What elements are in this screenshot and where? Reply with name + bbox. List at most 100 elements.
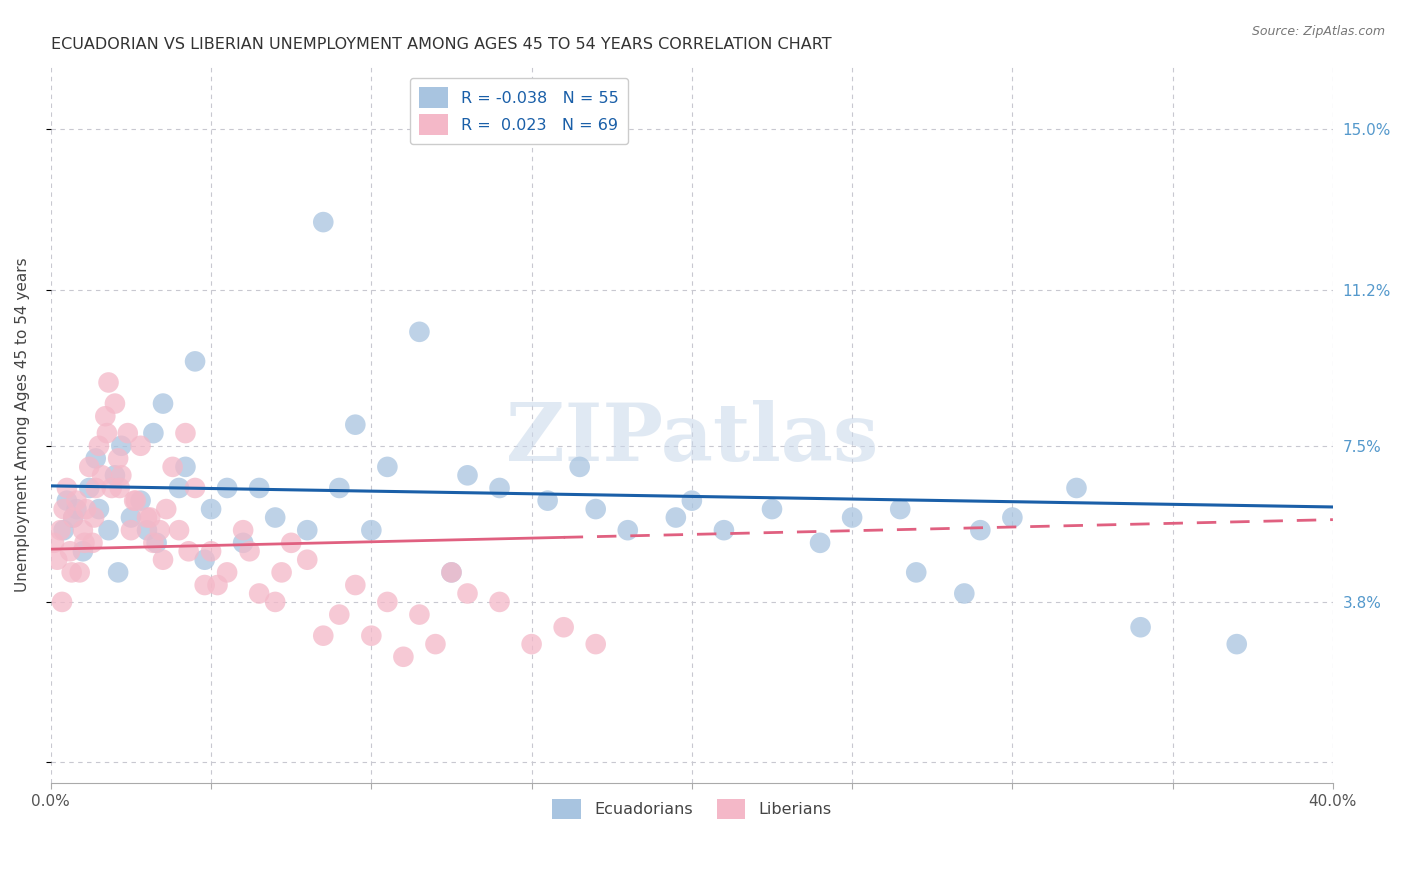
Point: [280, 536, 302, 550]
Point: [408, 325, 430, 339]
Legend: Ecuadorians, Liberians: Ecuadorians, Liberians: [546, 792, 838, 826]
Point: [97, 376, 120, 390]
Point: [1001, 510, 1024, 524]
Point: [110, 439, 132, 453]
Point: [488, 481, 510, 495]
Point: [72, 544, 94, 558]
Point: [377, 459, 399, 474]
Point: [536, 493, 558, 508]
Point: [122, 493, 145, 508]
Point: [52, 502, 75, 516]
Point: [129, 439, 152, 453]
Point: [457, 468, 479, 483]
Point: [104, 396, 127, 410]
Point: [232, 523, 254, 537]
Point: [1066, 481, 1088, 495]
Point: [120, 510, 142, 524]
Point: [84, 481, 107, 495]
Point: [136, 523, 159, 537]
Point: [52, 523, 75, 537]
Point: [62, 510, 84, 524]
Point: [247, 481, 270, 495]
Point: [425, 637, 447, 651]
Point: [328, 481, 350, 495]
Point: [312, 629, 335, 643]
Point: [42, 536, 65, 550]
Point: [97, 523, 120, 537]
Point: [65, 502, 87, 516]
Point: [136, 510, 159, 524]
Point: [152, 552, 174, 566]
Point: [73, 536, 96, 550]
Point: [312, 215, 335, 229]
Point: [217, 566, 239, 580]
Point: [232, 536, 254, 550]
Point: [117, 426, 139, 441]
Point: [200, 544, 222, 558]
Point: [184, 481, 207, 495]
Point: [56, 481, 79, 495]
Point: [841, 510, 863, 524]
Point: [142, 536, 165, 550]
Point: [488, 595, 510, 609]
Point: [207, 578, 229, 592]
Point: [969, 523, 991, 537]
Point: [75, 502, 97, 516]
Point: [87, 502, 110, 516]
Point: [46, 552, 69, 566]
Point: [100, 481, 122, 495]
Point: [167, 481, 190, 495]
Text: ZIPatlas: ZIPatlas: [506, 400, 877, 478]
Point: [125, 493, 148, 508]
Point: [264, 595, 287, 609]
Point: [120, 523, 142, 537]
Point: [905, 566, 928, 580]
Point: [49, 523, 72, 537]
Point: [1226, 637, 1249, 651]
Point: [440, 566, 463, 580]
Point: [408, 607, 430, 622]
Point: [60, 566, 83, 580]
Point: [177, 544, 200, 558]
Point: [616, 523, 638, 537]
Point: [264, 510, 287, 524]
Point: [585, 502, 607, 516]
Point: [59, 544, 82, 558]
Point: [328, 607, 350, 622]
Point: [1129, 620, 1152, 634]
Point: [184, 354, 207, 368]
Point: [79, 481, 101, 495]
Point: [174, 426, 197, 441]
Point: [953, 586, 976, 600]
Point: [889, 502, 911, 516]
Point: [194, 578, 217, 592]
Point: [145, 536, 167, 550]
Point: [139, 510, 162, 524]
Text: Source: ZipAtlas.com: Source: ZipAtlas.com: [1251, 25, 1385, 38]
Point: [129, 493, 152, 508]
Point: [82, 536, 104, 550]
Point: [392, 649, 415, 664]
Text: ECUADORIAN VS LIBERIAN UNEMPLOYMENT AMONG AGES 45 TO 54 YEARS CORRELATION CHART: ECUADORIAN VS LIBERIAN UNEMPLOYMENT AMON…: [51, 37, 831, 53]
Point: [808, 536, 831, 550]
Point: [87, 439, 110, 453]
Point: [51, 595, 73, 609]
Point: [110, 468, 132, 483]
Point: [108, 481, 131, 495]
Point: [360, 523, 382, 537]
Point: [79, 459, 101, 474]
Point: [162, 459, 184, 474]
Point: [62, 510, 84, 524]
Point: [200, 502, 222, 516]
Point: [520, 637, 543, 651]
Point: [155, 502, 177, 516]
Point: [440, 566, 463, 580]
Point: [152, 396, 174, 410]
Point: [56, 493, 79, 508]
Point: [104, 468, 127, 483]
Point: [94, 409, 117, 424]
Point: [297, 523, 319, 537]
Point: [65, 493, 87, 508]
Point: [247, 586, 270, 600]
Point: [457, 586, 479, 600]
